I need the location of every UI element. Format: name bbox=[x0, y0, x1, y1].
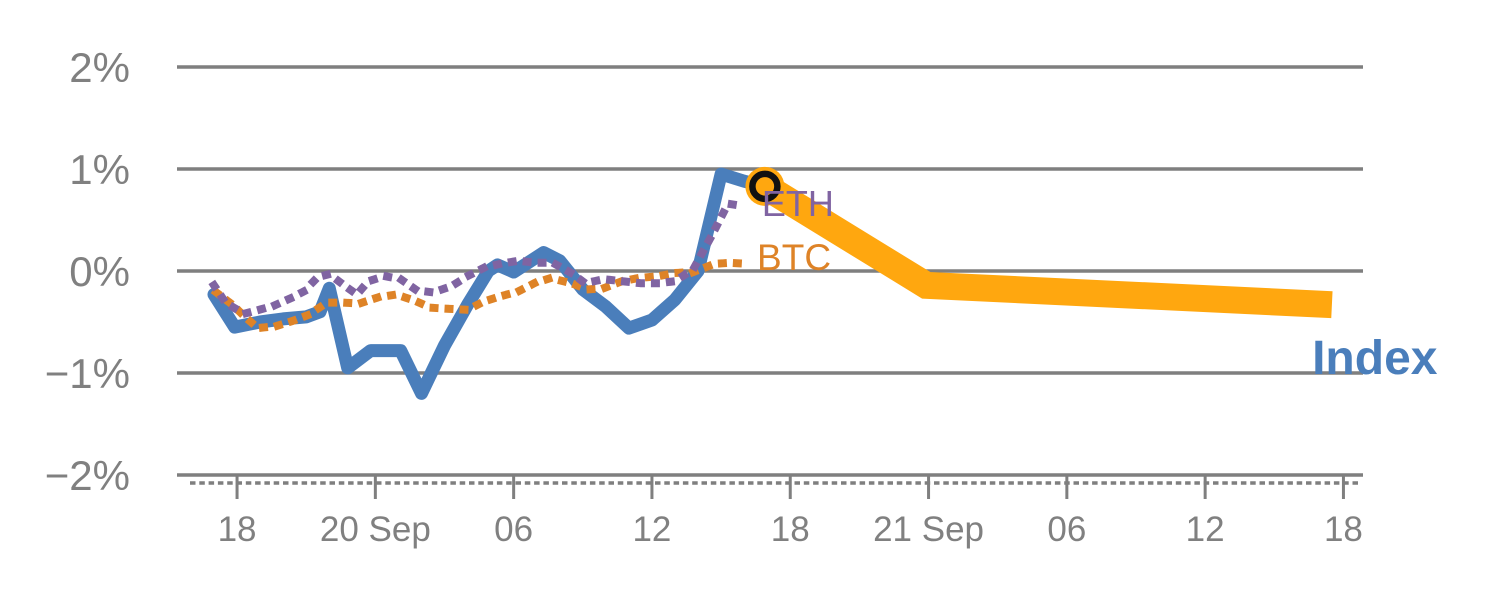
x-tick-label: 20 Sep bbox=[320, 510, 431, 549]
y-tick-label: −1% bbox=[45, 350, 130, 397]
y-tick-label: 0% bbox=[69, 248, 130, 295]
forecast-band bbox=[757, 174, 1333, 319]
btc-label: BTC bbox=[757, 237, 831, 278]
x-tick-label: 12 bbox=[1186, 510, 1225, 549]
index-label: Index bbox=[1312, 332, 1438, 385]
x-tick-label: 06 bbox=[494, 510, 533, 549]
eth-line bbox=[208, 199, 752, 318]
eth-label: ETH bbox=[762, 183, 834, 224]
x-tick-label: 18 bbox=[1324, 510, 1363, 549]
y-tick-label: −2% bbox=[45, 452, 130, 499]
y-tick-label: 1% bbox=[69, 146, 130, 193]
x-tick-label: 21 Sep bbox=[873, 510, 984, 549]
x-tick-label: 06 bbox=[1047, 510, 1086, 549]
index-line bbox=[207, 167, 772, 400]
x-tick-label: 18 bbox=[771, 510, 810, 549]
y-tick-label: 2% bbox=[69, 44, 130, 91]
btc-line bbox=[210, 258, 754, 333]
forecast-start-marker-ring bbox=[749, 170, 781, 203]
x-tick-label: 18 bbox=[218, 510, 257, 549]
x-tick-label: 12 bbox=[632, 510, 671, 549]
